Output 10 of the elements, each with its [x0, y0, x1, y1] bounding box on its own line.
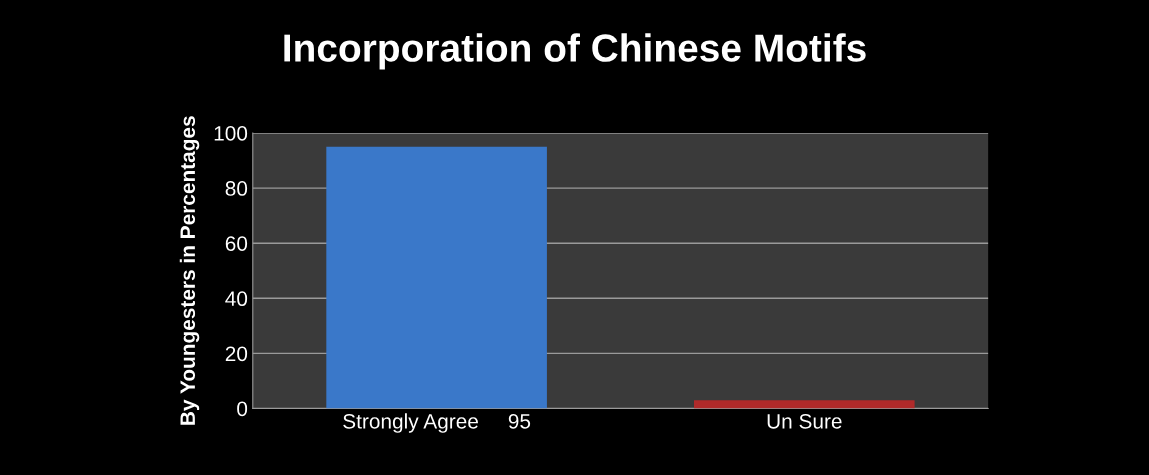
- chart-title: Incorporation of Chinese Motifs: [284, 33, 866, 70]
- y-tick-label: 40: [225, 291, 248, 307]
- y-tick-label: 60: [225, 236, 248, 251]
- x-tick-label: Un Sure: [767, 413, 842, 429]
- y-tick-label: 0: [237, 401, 248, 417]
- y-tick-label: 100: [214, 126, 248, 141]
- y-tick-label: 20: [225, 346, 248, 362]
- x-tick-label: Strongly Agree 95: [343, 413, 531, 433]
- y-axis-title: By Youngesters in Percentages: [179, 116, 200, 425]
- y-tick-label: 80: [225, 181, 248, 196]
